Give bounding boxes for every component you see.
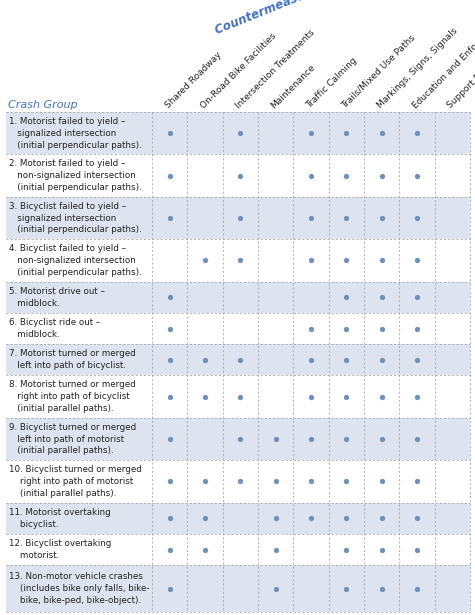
Bar bbox=[6, 344, 470, 375]
Text: (initial perpendicular paths).: (initial perpendicular paths). bbox=[9, 140, 142, 149]
Text: 9. Bicyclist turned or merged: 9. Bicyclist turned or merged bbox=[9, 423, 136, 432]
Text: Trails/Mixed Use Paths: Trails/Mixed Use Paths bbox=[340, 33, 417, 110]
Text: Traffic Calming: Traffic Calming bbox=[304, 56, 359, 110]
Text: Support Facilities and Programs: Support Facilities and Programs bbox=[446, 2, 475, 110]
Bar bbox=[6, 534, 470, 565]
Text: Countermeasure Group: Countermeasure Group bbox=[213, 0, 361, 37]
Text: signalized intersection: signalized intersection bbox=[9, 129, 116, 138]
Text: right into path of bicyclist: right into path of bicyclist bbox=[9, 392, 130, 401]
Text: 13. Non-motor vehicle crashes: 13. Non-motor vehicle crashes bbox=[9, 572, 143, 581]
Bar bbox=[6, 460, 470, 502]
Text: (initial perpendicular paths).: (initial perpendicular paths). bbox=[9, 268, 142, 277]
Text: 4. Bicyclist failed to yield –: 4. Bicyclist failed to yield – bbox=[9, 244, 126, 253]
Text: left into path of bicyclist.: left into path of bicyclist. bbox=[9, 361, 126, 370]
Bar bbox=[6, 313, 470, 344]
Text: (initial perpendicular paths).: (initial perpendicular paths). bbox=[9, 225, 142, 234]
Text: bicyclist.: bicyclist. bbox=[9, 520, 58, 529]
Bar bbox=[6, 239, 470, 282]
Text: right into path of motorist: right into path of motorist bbox=[9, 477, 133, 486]
Text: 12. Bicyclist overtaking: 12. Bicyclist overtaking bbox=[9, 539, 111, 548]
Text: 1. Motorist failed to yield –: 1. Motorist failed to yield – bbox=[9, 117, 125, 126]
Text: On-Road Bike Facilities: On-Road Bike Facilities bbox=[199, 31, 278, 110]
Text: 7. Motorist turned or merged: 7. Motorist turned or merged bbox=[9, 349, 136, 359]
Text: (initial perpendicular paths).: (initial perpendicular paths). bbox=[9, 183, 142, 192]
Text: bike, bike-ped, bike-object).: bike, bike-ped, bike-object). bbox=[9, 596, 141, 605]
Bar bbox=[6, 112, 470, 154]
Text: non-signalized intersection: non-signalized intersection bbox=[9, 171, 136, 180]
Text: Intersection Treatments: Intersection Treatments bbox=[234, 28, 316, 110]
Text: 10. Bicyclist turned or merged: 10. Bicyclist turned or merged bbox=[9, 465, 142, 474]
Text: left into path of motorist: left into path of motorist bbox=[9, 435, 124, 443]
Text: signalized intersection: signalized intersection bbox=[9, 213, 116, 223]
Bar bbox=[6, 565, 470, 612]
Bar bbox=[6, 197, 470, 239]
Text: 8. Motorist turned or merged: 8. Motorist turned or merged bbox=[9, 380, 136, 389]
Text: midblock.: midblock. bbox=[9, 299, 60, 308]
Text: 2. Motorist failed to yield –: 2. Motorist failed to yield – bbox=[9, 159, 125, 169]
Text: (initial parallel paths).: (initial parallel paths). bbox=[9, 489, 116, 498]
Text: 3. Bicyclist failed to yield –: 3. Bicyclist failed to yield – bbox=[9, 202, 126, 211]
Text: Markings, Signs, Signals: Markings, Signs, Signals bbox=[375, 26, 459, 110]
Bar bbox=[6, 282, 470, 313]
Text: non-signalized intersection: non-signalized intersection bbox=[9, 256, 136, 265]
Text: motorist.: motorist. bbox=[9, 551, 59, 560]
Bar bbox=[6, 154, 470, 197]
Text: Shared Roadway: Shared Roadway bbox=[163, 50, 223, 110]
Bar bbox=[6, 418, 470, 460]
Text: 11. Motorist overtaking: 11. Motorist overtaking bbox=[9, 508, 111, 517]
Text: Maintenance: Maintenance bbox=[269, 62, 317, 110]
Text: Education and Enforcement: Education and Enforcement bbox=[410, 15, 475, 110]
Text: 5. Motorist drive out –: 5. Motorist drive out – bbox=[9, 287, 105, 296]
Text: midblock.: midblock. bbox=[9, 330, 60, 339]
Bar bbox=[6, 502, 470, 534]
Text: (initial parallel paths).: (initial parallel paths). bbox=[9, 446, 114, 455]
Text: Crash Group: Crash Group bbox=[8, 100, 77, 110]
Bar bbox=[6, 375, 470, 418]
Text: 6. Bicyclist ride out –: 6. Bicyclist ride out – bbox=[9, 318, 100, 327]
Text: (initial parallel paths).: (initial parallel paths). bbox=[9, 404, 114, 413]
Text: (includes bike only falls, bike-: (includes bike only falls, bike- bbox=[9, 584, 150, 593]
